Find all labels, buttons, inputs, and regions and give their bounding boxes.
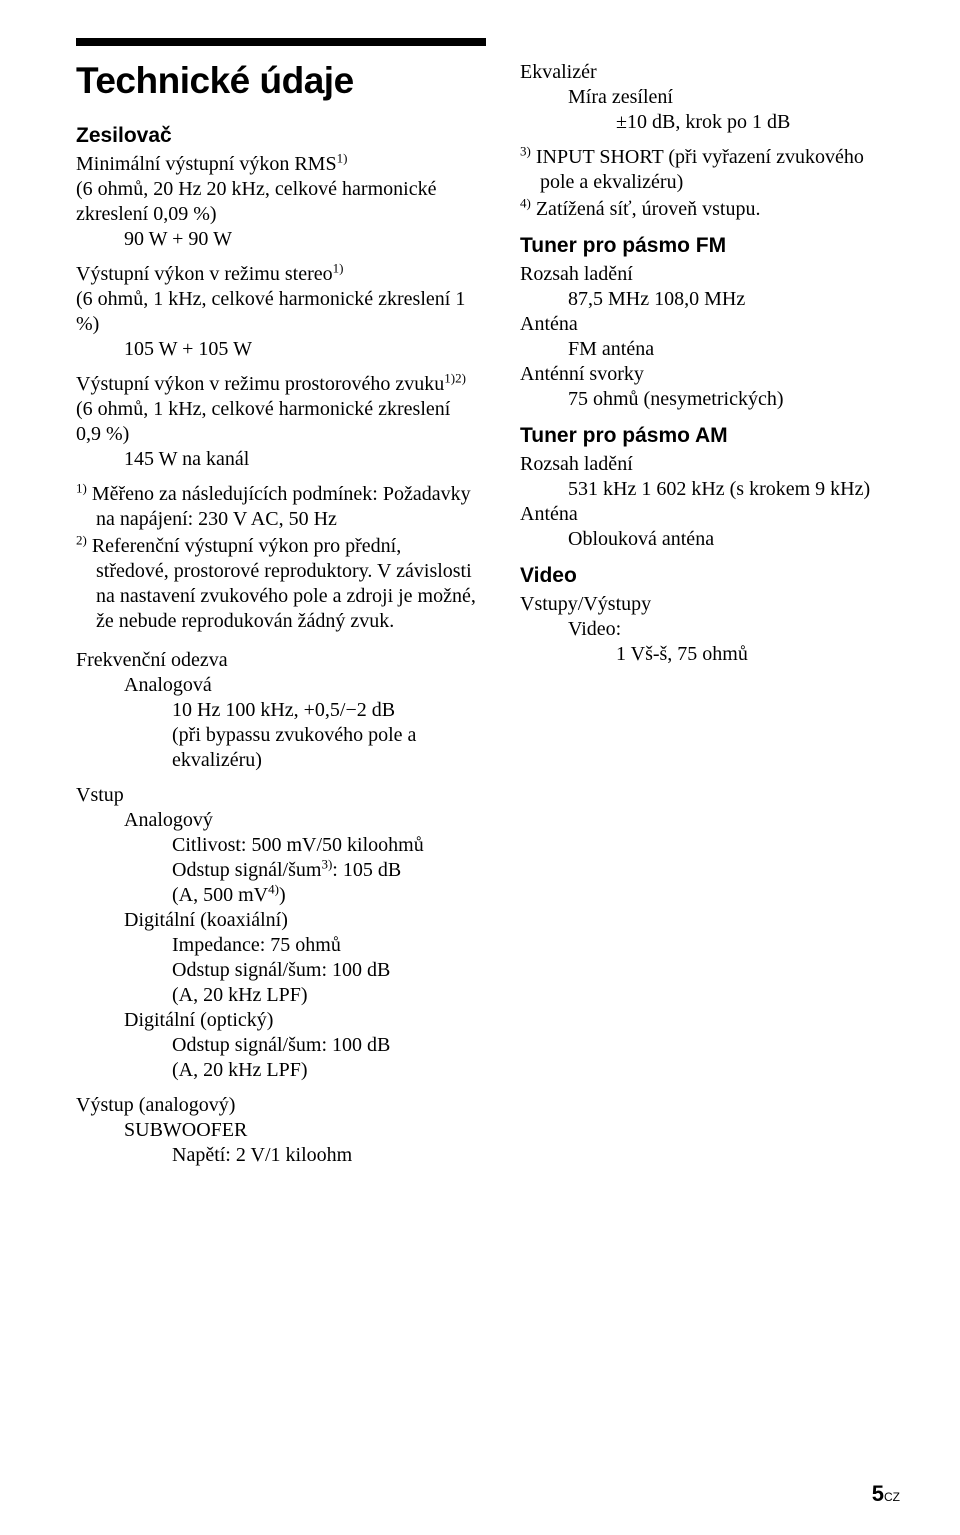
input-opt-label: Digitální (optický) bbox=[76, 1008, 478, 1033]
amp-stereo-label: Výstupní výkon v režimu stereo1) bbox=[76, 262, 478, 287]
amp-note-2: 2) Referenční výstupní výkon pro přední,… bbox=[76, 534, 478, 634]
text: Výstupní výkon v režimu stereo bbox=[76, 263, 333, 285]
freq-analog-label: Analogová bbox=[76, 673, 478, 698]
am-block: Rozsah ladění 531 kHz 1 602 kHz (s kroke… bbox=[520, 452, 900, 552]
sup: 1) bbox=[76, 480, 87, 495]
fm-term-val: 75 ohmů (nesymetrických) bbox=[520, 387, 900, 412]
text2: : 105 dB bbox=[332, 859, 401, 881]
sup: 1) bbox=[337, 150, 348, 165]
page-suffix: CZ bbox=[884, 1490, 900, 1504]
sup: 4) bbox=[520, 195, 531, 210]
input-heading: Vstup bbox=[76, 783, 478, 808]
input-opt-snr: Odstup signál/šum: 100 dB bbox=[76, 1033, 478, 1058]
video-io-label: Vstupy/Výstupy bbox=[520, 592, 900, 617]
amp-stereo-cond: (6 ohmů, 1 kHz, celkové harmonické zkres… bbox=[76, 287, 478, 337]
amp-surround-val: 145 W na kanál bbox=[76, 447, 478, 472]
am-ant-label: Anténa bbox=[520, 502, 900, 527]
input-coax-imp: Impedance: 75 ohmů bbox=[76, 933, 478, 958]
output-sub-label: SUBWOOFER bbox=[76, 1118, 478, 1143]
sup: 1)2) bbox=[444, 370, 466, 385]
page-footer: 5CZ bbox=[872, 1481, 900, 1507]
text: Minimální výstupní výkon RMS bbox=[76, 153, 337, 175]
amp-stereo-val: 105 W + 105 W bbox=[76, 337, 478, 362]
freq-block: Frekvenční odezva Analogová 10 Hz 100 kH… bbox=[76, 648, 478, 773]
sup: 1) bbox=[333, 260, 344, 275]
amp-stereo: Výstupní výkon v režimu stereo1) (6 ohmů… bbox=[76, 262, 478, 362]
input-analog-a: (A, 500 mV4)) bbox=[76, 883, 478, 908]
input-coax-lpf: (A, 20 kHz LPF) bbox=[76, 983, 478, 1008]
am-ant-val: Oblouková anténa bbox=[520, 527, 900, 552]
amp-rms-cond: (6 ohmů, 20 Hz 20 kHz, celkové harmonick… bbox=[76, 177, 478, 227]
amp-rms: Minimální výstupní výkon RMS1) (6 ohmů, … bbox=[76, 152, 478, 252]
amp-note-1: 1) Měřeno za následujících podmínek: Pož… bbox=[76, 482, 478, 532]
text: Výstupní výkon v režimu prostorového zvu… bbox=[76, 373, 444, 395]
text: Zatížená síť, úroveň vstupu. bbox=[536, 198, 761, 220]
fm-range-label: Rozsah ladění bbox=[520, 262, 900, 287]
fm-ant-label: Anténa bbox=[520, 312, 900, 337]
output-block: Výstup (analogový) SUBWOOFER Napětí: 2 V… bbox=[76, 1093, 478, 1168]
page-title: Technické údaje bbox=[76, 60, 478, 102]
amp-rms-label: Minimální výstupní výkon RMS1) bbox=[76, 152, 478, 177]
page-number: 5 bbox=[872, 1481, 884, 1506]
eq-block: Ekvalizér Míra zesílení ±10 dB, krok po … bbox=[520, 60, 900, 135]
freq-heading: Frekvenční odezva bbox=[76, 648, 478, 673]
text2: ) bbox=[279, 884, 286, 906]
left-column: Technické údaje Zesilovač Minimální výst… bbox=[76, 60, 478, 1178]
columns: Technické údaje Zesilovač Minimální výst… bbox=[76, 60, 900, 1178]
am-range-label: Rozsah ladění bbox=[520, 452, 900, 477]
eq-gain-val: ±10 dB, krok po 1 dB bbox=[520, 110, 900, 135]
input-analog-snr: Odstup signál/šum3): 105 dB bbox=[76, 858, 478, 883]
sup: 2) bbox=[76, 532, 87, 547]
sup: 3) bbox=[520, 143, 531, 158]
amp-surround-label: Výstupní výkon v režimu prostorového zvu… bbox=[76, 372, 478, 397]
amp-surround: Výstupní výkon v režimu prostorového zvu… bbox=[76, 372, 478, 472]
am-range-val: 531 kHz 1 602 kHz (s krokem 9 kHz) bbox=[520, 477, 900, 502]
eq-note-4: 4) Zatížená síť, úroveň vstupu. bbox=[520, 197, 900, 222]
header-rule bbox=[76, 38, 486, 46]
fm-ant-val: FM anténa bbox=[520, 337, 900, 362]
input-coax-snr: Odstup signál/šum: 100 dB bbox=[76, 958, 478, 983]
text: Měřeno za následujících podmínek: Požada… bbox=[92, 483, 471, 530]
text: INPUT SHORT (při vyřazení zvukového pole… bbox=[536, 146, 864, 193]
fm-term-label: Anténní svorky bbox=[520, 362, 900, 387]
video-heading: Video bbox=[520, 564, 900, 588]
page: Technické údaje Zesilovač Minimální výst… bbox=[0, 0, 960, 1535]
input-analog-sens: Citlivost: 500 mV/50 kiloohmů bbox=[76, 833, 478, 858]
input-opt-lpf: (A, 20 kHz LPF) bbox=[76, 1058, 478, 1083]
right-column: Ekvalizér Míra zesílení ±10 dB, krok po … bbox=[520, 60, 900, 1178]
video-label: Video: bbox=[520, 617, 900, 642]
fm-heading: Tuner pro pásmo FM bbox=[520, 234, 900, 258]
input-coax-label: Digitální (koaxiální) bbox=[76, 908, 478, 933]
am-heading: Tuner pro pásmo AM bbox=[520, 424, 900, 448]
text: (A, 500 mV bbox=[172, 884, 268, 906]
video-val: 1 Vš-š, 75 ohmů bbox=[520, 642, 900, 667]
eq-gain-label: Míra zesílení bbox=[520, 85, 900, 110]
video-block: Vstupy/Výstupy Video: 1 Vš-š, 75 ohmů bbox=[520, 592, 900, 667]
text: Referenční výstupní výkon pro přední, st… bbox=[92, 535, 476, 632]
freq-analog-val1: 10 Hz 100 kHz, +0,5/−2 dB bbox=[76, 698, 478, 723]
output-sub-val: Napětí: 2 V/1 kiloohm bbox=[76, 1143, 478, 1168]
input-analog-label: Analogový bbox=[76, 808, 478, 833]
sup: 4) bbox=[268, 881, 279, 896]
sup: 3) bbox=[321, 856, 332, 871]
eq-heading: Ekvalizér bbox=[520, 60, 900, 85]
input-block: Vstup Analogový Citlivost: 500 mV/50 kil… bbox=[76, 783, 478, 1083]
amp-rms-val: 90 W + 90 W bbox=[76, 227, 478, 252]
output-heading: Výstup (analogový) bbox=[76, 1093, 478, 1118]
fm-range-val: 87,5 MHz 108,0 MHz bbox=[520, 287, 900, 312]
amp-surround-cond: (6 ohmů, 1 kHz, celkové harmonické zkres… bbox=[76, 397, 478, 447]
text: Odstup signál/šum bbox=[172, 859, 321, 881]
fm-block: Rozsah ladění 87,5 MHz 108,0 MHz Anténa … bbox=[520, 262, 900, 412]
eq-note-3: 3) INPUT SHORT (při vyřazení zvukového p… bbox=[520, 145, 900, 195]
freq-analog-val2: (při bypassu zvukového pole a ekvalizéru… bbox=[76, 723, 478, 773]
amp-heading: Zesilovač bbox=[76, 124, 478, 148]
